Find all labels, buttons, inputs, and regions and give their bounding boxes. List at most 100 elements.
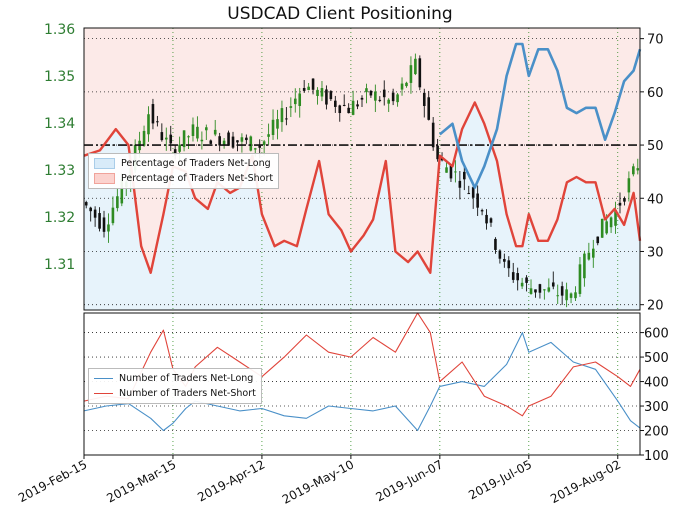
price-candle (378, 96, 382, 103)
number-net-long-line (83, 332, 641, 432)
price-candle-body (538, 284, 542, 293)
price-candle-body (387, 99, 390, 104)
price-candle (356, 100, 359, 110)
price-candle-body (529, 288, 533, 294)
price-candle (507, 256, 511, 277)
price-candle-body (280, 108, 284, 123)
price-candle (231, 131, 235, 149)
price-candle (342, 94, 346, 107)
price-candle-body (169, 134, 173, 144)
percentage-axis-tick-label: 60 (647, 86, 664, 101)
percentage-axis-tick-label: 40 (647, 192, 664, 207)
price-candle (245, 134, 248, 145)
price-candle (551, 271, 555, 290)
price-candle (587, 242, 591, 261)
price-candle-body (565, 289, 568, 301)
price-candle (463, 165, 466, 191)
price-candle (267, 123, 270, 145)
price-candle-body (147, 114, 150, 135)
price-candle-body (445, 167, 448, 173)
price-candle (400, 77, 404, 96)
price-candle-body (173, 149, 177, 156)
price-candle-body (342, 104, 346, 106)
price-candle (422, 88, 426, 118)
date-axis-tick-label: 2019-Apr-12 (195, 457, 267, 504)
date-axis-tick-label: 2019-Feb-15 (16, 457, 89, 505)
price-candle-body (209, 140, 213, 144)
price-candle (516, 267, 519, 291)
price-candle-body (485, 214, 488, 224)
price-candle-body (623, 198, 626, 202)
price-candle-body (311, 78, 315, 90)
price-candle (498, 249, 502, 264)
price-candle (196, 116, 199, 142)
price-candle-body (351, 100, 355, 115)
price-candle-body (191, 124, 195, 136)
price-candle-body (614, 210, 617, 226)
count-axis-tick-label: 400 (644, 376, 669, 391)
legend-swatch-net-short (94, 173, 115, 184)
price-candle (609, 216, 613, 234)
price-candle-body (427, 97, 431, 120)
count-axis-tick-label: 500 (644, 351, 669, 366)
legend-swatch-number-long (94, 378, 113, 379)
price-candle (445, 161, 448, 173)
price-candle-body (231, 136, 235, 148)
price-candle (271, 109, 275, 140)
price-candle-body (98, 213, 101, 229)
price-candle-body (258, 145, 261, 148)
price-candle (164, 127, 168, 151)
price-candle (565, 282, 568, 308)
price-axis-tick-label: 1.33 (44, 163, 75, 179)
price-candle (596, 236, 600, 246)
price-candle-body (596, 236, 600, 244)
price-candle (262, 139, 266, 156)
price-axis-tick-label: 1.34 (44, 116, 75, 132)
price-candle (107, 213, 110, 243)
price-candle-body (405, 82, 408, 87)
price-candle-body (325, 89, 328, 105)
price-candle (583, 250, 586, 287)
price-candle-body (516, 273, 519, 281)
percentage-axis-tick-label: 70 (647, 33, 664, 48)
price-candle-body (440, 157, 444, 161)
price-candle (382, 80, 386, 106)
price-candle-body (156, 121, 159, 123)
price-candle (538, 283, 542, 299)
price-candle-body (543, 289, 546, 291)
price-candle (471, 183, 475, 209)
price-candle (387, 98, 390, 112)
price-candle-body (178, 144, 181, 152)
price-candle (431, 117, 435, 151)
price-candle (458, 171, 462, 200)
price-candle (116, 188, 119, 212)
price-candle-body (569, 293, 573, 298)
price-candle (182, 130, 186, 152)
price-candle-body (609, 217, 613, 228)
percentage-axis-tick-label: 30 (647, 245, 664, 260)
price-candle (351, 90, 355, 116)
price-candle-body (467, 193, 471, 195)
price-candle-body (120, 178, 124, 204)
price-candle-body (507, 260, 511, 269)
price-candle-body (494, 238, 497, 250)
price-candle (636, 158, 640, 175)
price-candle-body (600, 218, 604, 238)
price-candle (391, 88, 395, 106)
price-candle-body (253, 148, 257, 150)
price-candle (307, 82, 310, 91)
price-candle (316, 87, 319, 105)
price-candle (618, 192, 622, 214)
price-candle (200, 131, 204, 150)
price-candle-body (471, 187, 475, 198)
legend-percentage: Percentage of Traders Net-Long Percentag… (88, 153, 280, 189)
price-candle (98, 207, 101, 232)
price-candle-body (587, 252, 591, 260)
price-candle-body (369, 90, 373, 96)
price-candle-body (400, 83, 404, 90)
price-candle (218, 132, 221, 152)
price-candle-body (240, 137, 244, 142)
price-candle (338, 104, 342, 122)
price-candle (209, 139, 213, 145)
price-candle-body (498, 250, 502, 259)
